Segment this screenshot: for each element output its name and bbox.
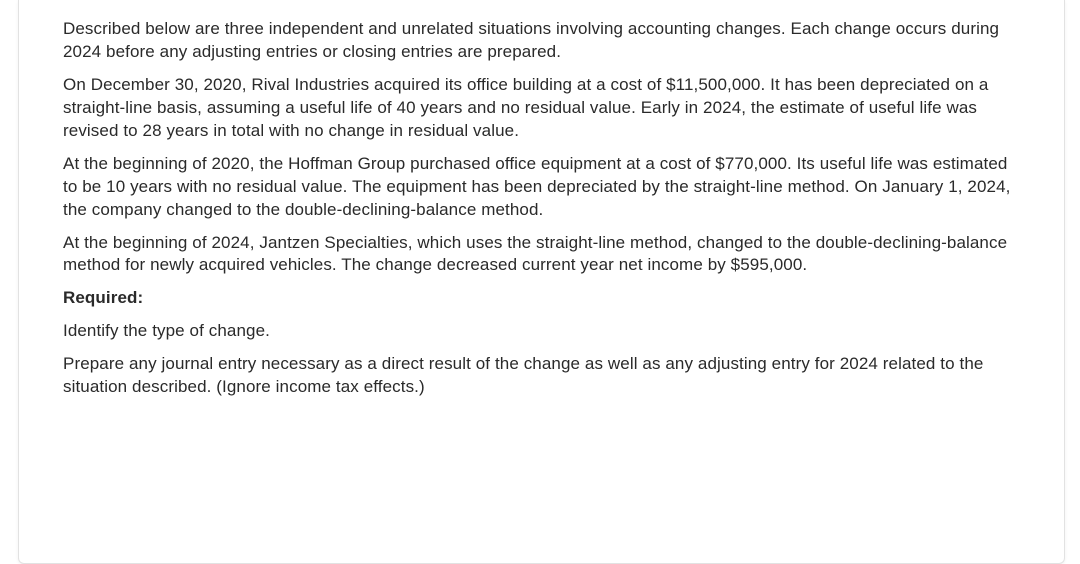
requirement-2: Prepare any journal entry necessary as a… <box>63 353 1020 399</box>
question-card: Described below are three independent an… <box>18 0 1065 564</box>
intro-paragraph: Described below are three independent an… <box>63 18 1020 64</box>
situation-3: At the beginning of 2024, Jantzen Specia… <box>63 232 1020 278</box>
requirement-1: Identify the type of change. <box>63 320 1020 343</box>
situation-2: At the beginning of 2020, the Hoffman Gr… <box>63 153 1020 222</box>
situation-1: On December 30, 2020, Rival Industries a… <box>63 74 1020 143</box>
required-label: Required: <box>63 287 1020 310</box>
